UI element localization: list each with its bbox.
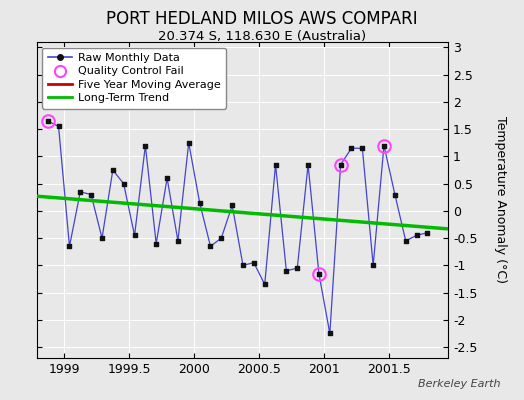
Point [412, 232, 421, 239]
Point [87, 191, 95, 198]
Point [369, 262, 377, 268]
Point [54, 123, 63, 130]
Point [260, 281, 269, 288]
Point [401, 238, 410, 244]
Point [152, 240, 160, 247]
Text: Berkeley Earth: Berkeley Earth [418, 379, 500, 389]
Point [119, 180, 128, 187]
Point [293, 265, 301, 271]
Point [423, 230, 432, 236]
Point [206, 243, 215, 250]
Point [347, 145, 356, 152]
Point [304, 161, 312, 168]
Legend: Raw Monthly Data, Quality Control Fail, Five Year Moving Average, Long-Term Tren: Raw Monthly Data, Quality Control Fail, … [42, 48, 226, 109]
Point [249, 260, 258, 266]
Point [228, 202, 236, 209]
Point [336, 161, 345, 168]
Text: PORT HEDLAND MILOS AWS COMPARI: PORT HEDLAND MILOS AWS COMPARI [106, 10, 418, 28]
Text: 20.374 S, 118.630 E (Australia): 20.374 S, 118.630 E (Australia) [158, 30, 366, 43]
Point [325, 330, 334, 337]
Point [271, 161, 280, 168]
Point [315, 270, 323, 277]
Point [66, 243, 74, 250]
Point [76, 189, 84, 195]
Point [141, 142, 149, 149]
Point [282, 268, 290, 274]
Point [43, 118, 52, 124]
Point [98, 235, 106, 241]
Point [174, 238, 182, 244]
Point [184, 140, 193, 146]
Y-axis label: Temperature Anomaly (°C): Temperature Anomaly (°C) [494, 116, 507, 284]
Point [391, 191, 399, 198]
Point [195, 200, 204, 206]
Point [217, 235, 225, 241]
Point [108, 167, 117, 173]
Point [358, 145, 367, 152]
Point [239, 262, 247, 268]
Point [380, 142, 388, 149]
Point [163, 175, 171, 182]
Point [130, 232, 139, 239]
